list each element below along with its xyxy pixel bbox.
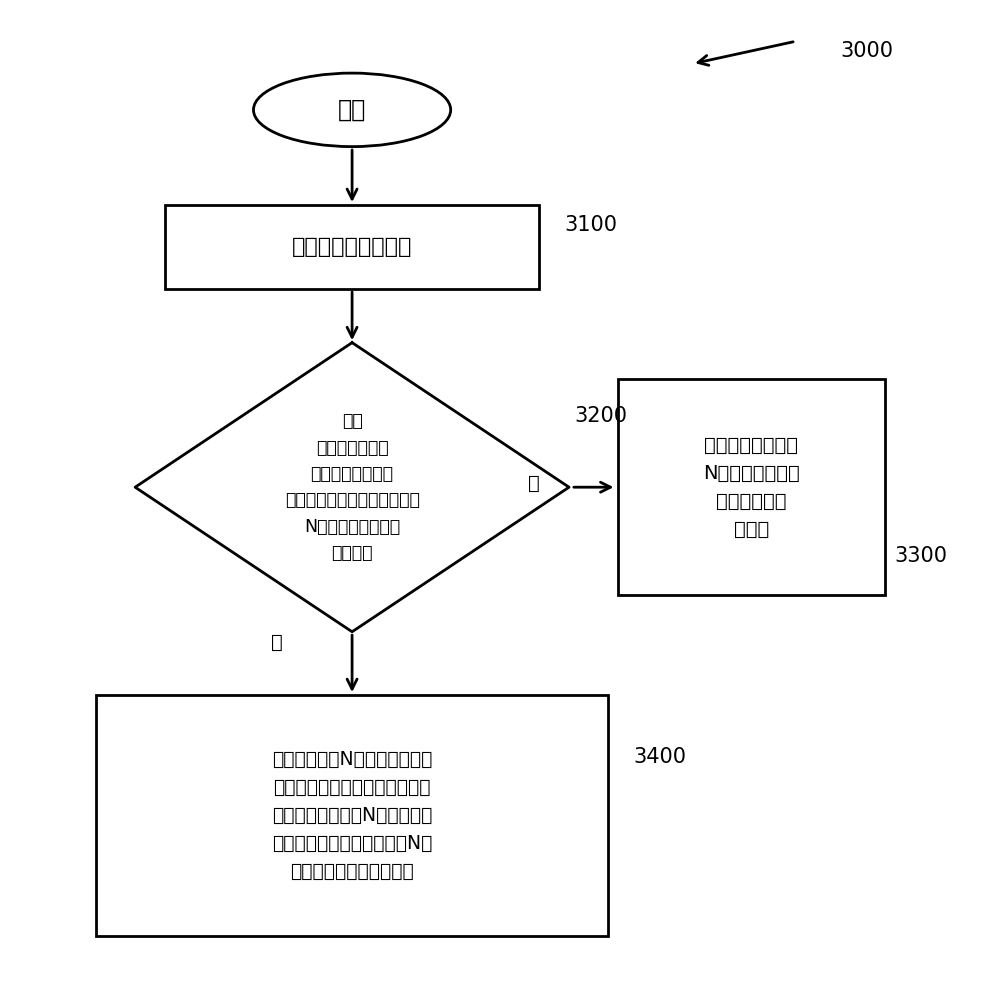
- Text: 3200: 3200: [574, 406, 627, 425]
- Text: 是: 是: [271, 632, 283, 651]
- Text: 至少基于所述N个结构性参数的
预设改变量和相应的光斑偏差来
同时得到所有所述N个结构性参
数的标定值或分步得到所述N个
结构性参数各自的标定值: 至少基于所述N个结构性参数的 预设改变量和相应的光斑偏差来 同时得到所有所述N个…: [272, 750, 432, 881]
- Text: 获取光束的光斑偏差: 获取光束的光斑偏差: [292, 238, 412, 257]
- Text: 基于
获取的光斑偏差
和误差阈值相关量
来确定是否需要对所述机床的
N个结构性参数进行
重新标定: 基于 获取的光斑偏差 和误差阈值相关量 来确定是否需要对所述机床的 N个结构性参…: [285, 413, 420, 563]
- Text: 直接将所述机床的
N个结构性参数的
预设值确定为
标定值: 直接将所述机床的 N个结构性参数的 预设值确定为 标定值: [703, 435, 800, 539]
- Bar: [618, 380, 885, 595]
- Text: 3000: 3000: [840, 41, 893, 61]
- Bar: [96, 696, 608, 935]
- Text: 开始: 开始: [338, 97, 366, 122]
- Bar: [165, 206, 539, 288]
- Text: 3300: 3300: [894, 546, 947, 566]
- Text: 3100: 3100: [564, 215, 617, 235]
- Text: 否: 否: [528, 474, 539, 493]
- Text: 3400: 3400: [633, 746, 686, 766]
